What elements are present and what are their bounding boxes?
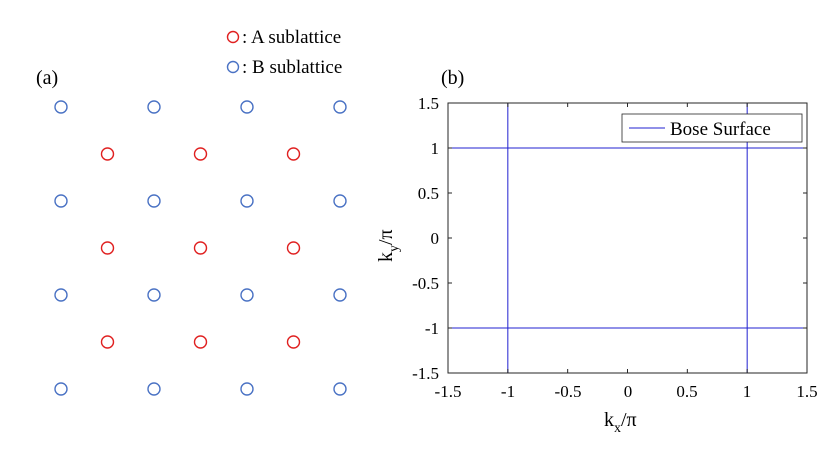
- x-axis-label: kx/π: [604, 409, 637, 436]
- x-axis-label-tail: /π: [621, 409, 637, 431]
- site-a: [286, 241, 301, 255]
- ticks: [447, 102, 808, 374]
- site-b: [333, 288, 347, 302]
- y-tick-labels: 1.5 1 0.5 0 -0.5 -1 -1.5: [412, 94, 439, 383]
- x-tick-labels: -1.5 -1 -0.5 0 0.5 1 1.5: [435, 382, 818, 401]
- panel-b: (b) -1.5 -1 -0.5 0 0.5 1 1.5 1.5 1 0.5 0…: [375, 67, 818, 436]
- site-a: [100, 147, 115, 161]
- y-tick-label: -1: [425, 319, 439, 338]
- site-b: [333, 382, 347, 396]
- site-b: [147, 194, 161, 208]
- y-axis-label-main: k: [375, 252, 397, 262]
- site-a: [100, 335, 115, 349]
- site-b: [240, 382, 254, 396]
- site-b: [147, 100, 161, 114]
- legend-text-b: : B sublattice: [242, 57, 342, 78]
- plot-lines: [448, 103, 807, 373]
- x-tick-label: 1.5: [796, 382, 817, 401]
- y-tick-label: 1: [431, 139, 440, 158]
- site-b: [240, 194, 254, 208]
- site-b: [240, 100, 254, 114]
- x-tick-label: 1: [743, 382, 752, 401]
- site-b: [333, 100, 347, 114]
- legend-marker-b: [226, 60, 240, 74]
- x-tick-label: -1.5: [435, 382, 462, 401]
- x-tick-label: 0: [624, 382, 633, 401]
- legend-label: Bose Surface: [670, 119, 771, 140]
- site-b: [333, 194, 347, 208]
- y-axis-label: ky/π: [375, 229, 402, 262]
- site-a: [193, 335, 208, 349]
- plot-area: [448, 103, 807, 373]
- site-a: [193, 147, 208, 161]
- site-b: [54, 194, 68, 208]
- site-b: [54, 382, 68, 396]
- site-a: [100, 241, 115, 255]
- panel-b-label: (b): [441, 67, 464, 89]
- y-axis-label-sub: y: [387, 245, 402, 252]
- x-tick-label: 0.5: [676, 382, 697, 401]
- site-b: [54, 288, 68, 302]
- legend-text-a: : A sublattice: [242, 27, 341, 48]
- x-tick-label: -1: [501, 382, 515, 401]
- chart-legend: Bose Surface: [621, 113, 803, 143]
- panel-a: (a) : A sublattice : B sublattice: [36, 27, 347, 396]
- site-b: [147, 288, 161, 302]
- panel-a-label: (a): [36, 67, 58, 89]
- y-tick-label: 1.5: [418, 94, 439, 113]
- lattice: [54, 100, 347, 396]
- y-tick-label: -0.5: [412, 274, 439, 293]
- x-axis-label-main: k: [604, 409, 614, 431]
- y-tick-label: -1.5: [412, 364, 439, 383]
- site-b: [147, 382, 161, 396]
- x-tick-label: -0.5: [555, 382, 582, 401]
- site-b: [240, 288, 254, 302]
- y-tick-label: 0: [431, 229, 440, 248]
- legend-marker-a: [226, 30, 240, 44]
- y-tick-label: 0.5: [418, 184, 439, 203]
- sublattice-legend: : A sublattice : B sublattice: [226, 27, 342, 78]
- site-a: [286, 147, 301, 161]
- y-axis-label-tail: /π: [375, 229, 397, 245]
- site-b: [54, 100, 68, 114]
- site-a: [286, 335, 301, 349]
- site-a: [193, 241, 208, 255]
- x-axis-label-sub: x: [614, 421, 621, 436]
